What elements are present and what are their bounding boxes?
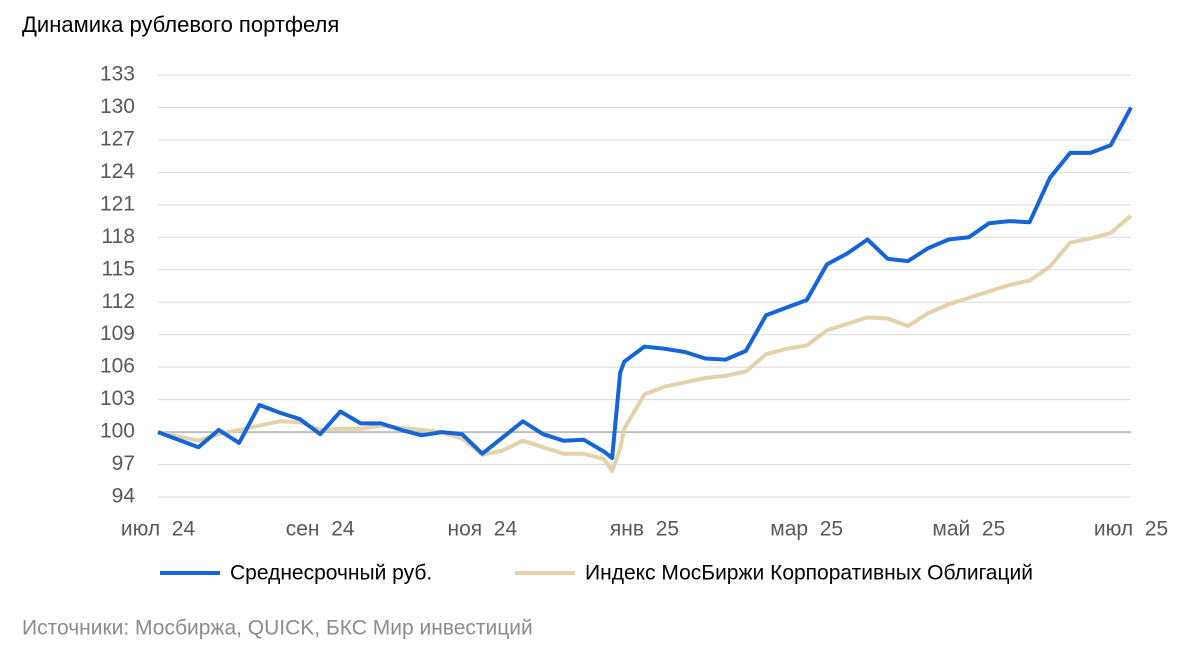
y-tick-label: 106 xyxy=(100,355,135,378)
y-tick-label: 121 xyxy=(100,192,135,215)
y-tick-label: 127 xyxy=(100,127,135,150)
source: Источники: Мосбиржа, QUICK, БКС Мир инве… xyxy=(22,617,533,640)
y-tick-label: 109 xyxy=(100,322,135,345)
y-tick-label: 112 xyxy=(102,290,135,313)
y-tick-label: 97 xyxy=(112,452,135,475)
x-tick-label: ноя 24 xyxy=(447,518,517,541)
legend-label: Среднесрочный руб. xyxy=(230,562,432,585)
x-tick-label: май 25 xyxy=(932,518,1005,541)
y-tick-label: 133 xyxy=(100,63,135,86)
y-tick-label: 124 xyxy=(100,160,135,183)
x-tick-label: июл 24 xyxy=(121,518,196,541)
y-tick-label: 94 xyxy=(112,485,136,508)
series-line xyxy=(157,106,1133,460)
y-tick-label: 103 xyxy=(100,387,135,410)
x-tick-label: мар 25 xyxy=(770,518,843,541)
x-tick-label: янв 25 xyxy=(610,518,679,541)
chart-title: Динамика рублевого портфеля xyxy=(22,12,339,37)
x-tick-label: сен 24 xyxy=(286,518,355,541)
x-tick-label: июл 25 xyxy=(1094,518,1168,541)
y-tick-label: 130 xyxy=(100,95,135,118)
y-tick-label: 118 xyxy=(102,225,135,248)
legend-label: Индекс МосБиржи Корпоративных Облигаций xyxy=(585,562,1033,585)
y-tick-label: 100 xyxy=(100,420,135,443)
y-tick-label: 115 xyxy=(102,257,135,280)
